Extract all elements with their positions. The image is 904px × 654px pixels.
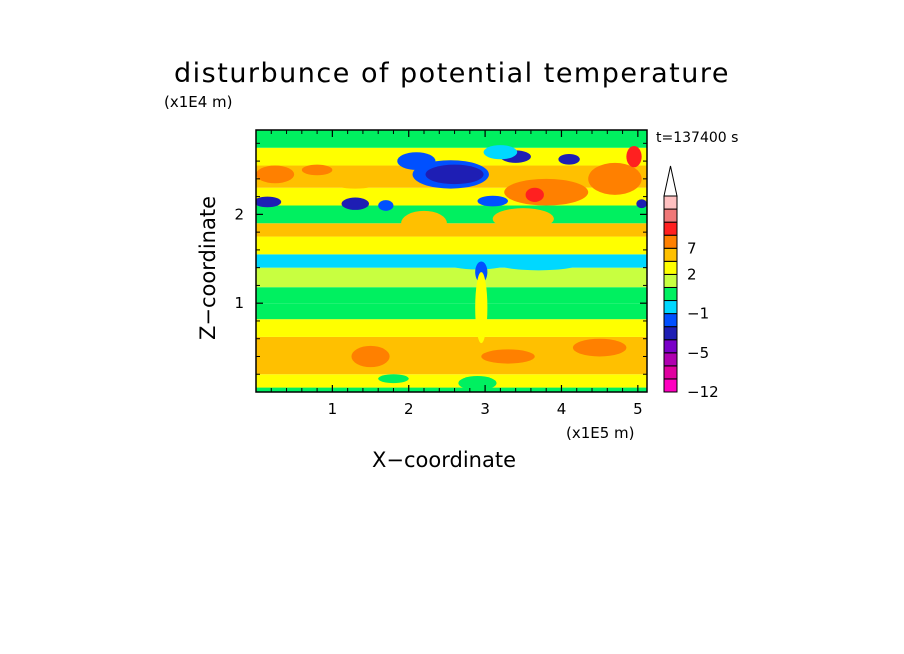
contour-patch-27 [481, 349, 535, 364]
colorbar-tick-label-0: −12 [687, 383, 719, 401]
colorbar-swatch-9 [663, 260, 678, 275]
contour-patch-0 [256, 165, 295, 184]
contour-band-0 [256, 387, 647, 392]
contour-patch-30 [378, 374, 409, 384]
contour-band-14 [256, 130, 647, 148]
colorbar-swatch-12 [663, 221, 678, 236]
colorbar-swatch-2 [663, 352, 678, 367]
contour-patch-25 [351, 345, 390, 368]
colorbar-swatch-10 [663, 247, 678, 262]
contour-patch-1 [301, 164, 333, 176]
x-tick-label-4: 5 [633, 400, 643, 418]
contour-patch-3 [256, 196, 282, 208]
colorbar-tick-label-2: −1 [687, 305, 709, 323]
colorbar-swatch-4 [663, 326, 678, 341]
x-tick-label-3: 4 [557, 400, 567, 418]
contour-patch-8 [397, 152, 436, 170]
contour-band-11 [256, 187, 647, 206]
colorbar-tick-label-4: 7 [687, 239, 697, 257]
plot-frame [255, 129, 648, 393]
contour-patch-17 [636, 199, 647, 209]
contour-band-5 [256, 287, 647, 304]
contour-patch-29 [458, 376, 497, 391]
contour-patch-13 [504, 178, 589, 206]
contour-patch-10 [558, 153, 580, 165]
contour-patch-15 [588, 162, 642, 195]
contour-patch-18 [401, 210, 447, 236]
contour-band-10 [256, 205, 647, 224]
colorbar-swatch-14 [663, 195, 678, 210]
colorbar-swatch-6 [663, 300, 678, 315]
contour-patch-2 [332, 177, 379, 189]
contour-patch-28 [572, 338, 627, 357]
contour-patch-21 [496, 256, 581, 271]
colorbar-swatch-11 [663, 234, 678, 249]
axes: 1 2 3 4 5 1 2 [234, 130, 647, 418]
x-tick-label-2: 3 [480, 400, 490, 418]
contour-band-8 [256, 236, 647, 255]
contour-band-4 [256, 303, 647, 320]
y-axis-unit: (x1E4 m) [164, 93, 233, 111]
colorbar-swatch-1 [663, 365, 678, 380]
colorbar-swatch-0 [663, 378, 678, 393]
contour-patch-23 [584, 255, 631, 266]
colorbar-swatch-3 [663, 339, 678, 354]
colorbar-swatch-5 [663, 313, 678, 328]
contour-patch-16 [626, 145, 642, 168]
contour-patch-19 [492, 208, 554, 230]
colorbar: −12−5−127 [663, 165, 719, 401]
plot-area [256, 130, 647, 392]
colorbar-swatch-13 [663, 208, 678, 223]
contour-band-9 [256, 223, 647, 237]
contour-patch-11 [477, 195, 509, 207]
colorbar-tick-label-1: −5 [687, 344, 709, 362]
contour-patch-5 [378, 200, 394, 211]
x-axis-unit: (x1E5 m) [566, 424, 635, 442]
x-axis-label: X−coordinate [372, 448, 516, 472]
contour-patch-20 [446, 257, 509, 270]
contour-patch-26 [275, 352, 329, 370]
colorbar-swatch-8 [663, 273, 678, 288]
colorbar-tick-label-3: 2 [687, 265, 697, 283]
contour-patch-7 [425, 164, 484, 185]
y-tick-label-1: 2 [234, 205, 244, 223]
x-tick-label-0: 1 [328, 400, 338, 418]
contour-patch-24 [475, 272, 488, 344]
time-label: t=137400 s [656, 130, 739, 146]
contour-patch-14 [525, 187, 544, 202]
contour-band-1 [256, 374, 647, 388]
contour-patch-12 [483, 145, 518, 160]
colorbar-extension-triangle [663, 165, 678, 197]
contour-band-13 [256, 147, 647, 166]
x-tick-label-1: 2 [404, 400, 414, 418]
contour-patch-4 [341, 197, 370, 210]
chart-title: disturbunce of potential temperature [174, 58, 730, 89]
colorbar-swatch-7 [663, 286, 678, 302]
y-tick-label-0: 1 [234, 294, 244, 312]
contour-band-6 [256, 267, 647, 288]
contour-band-3 [256, 319, 647, 337]
